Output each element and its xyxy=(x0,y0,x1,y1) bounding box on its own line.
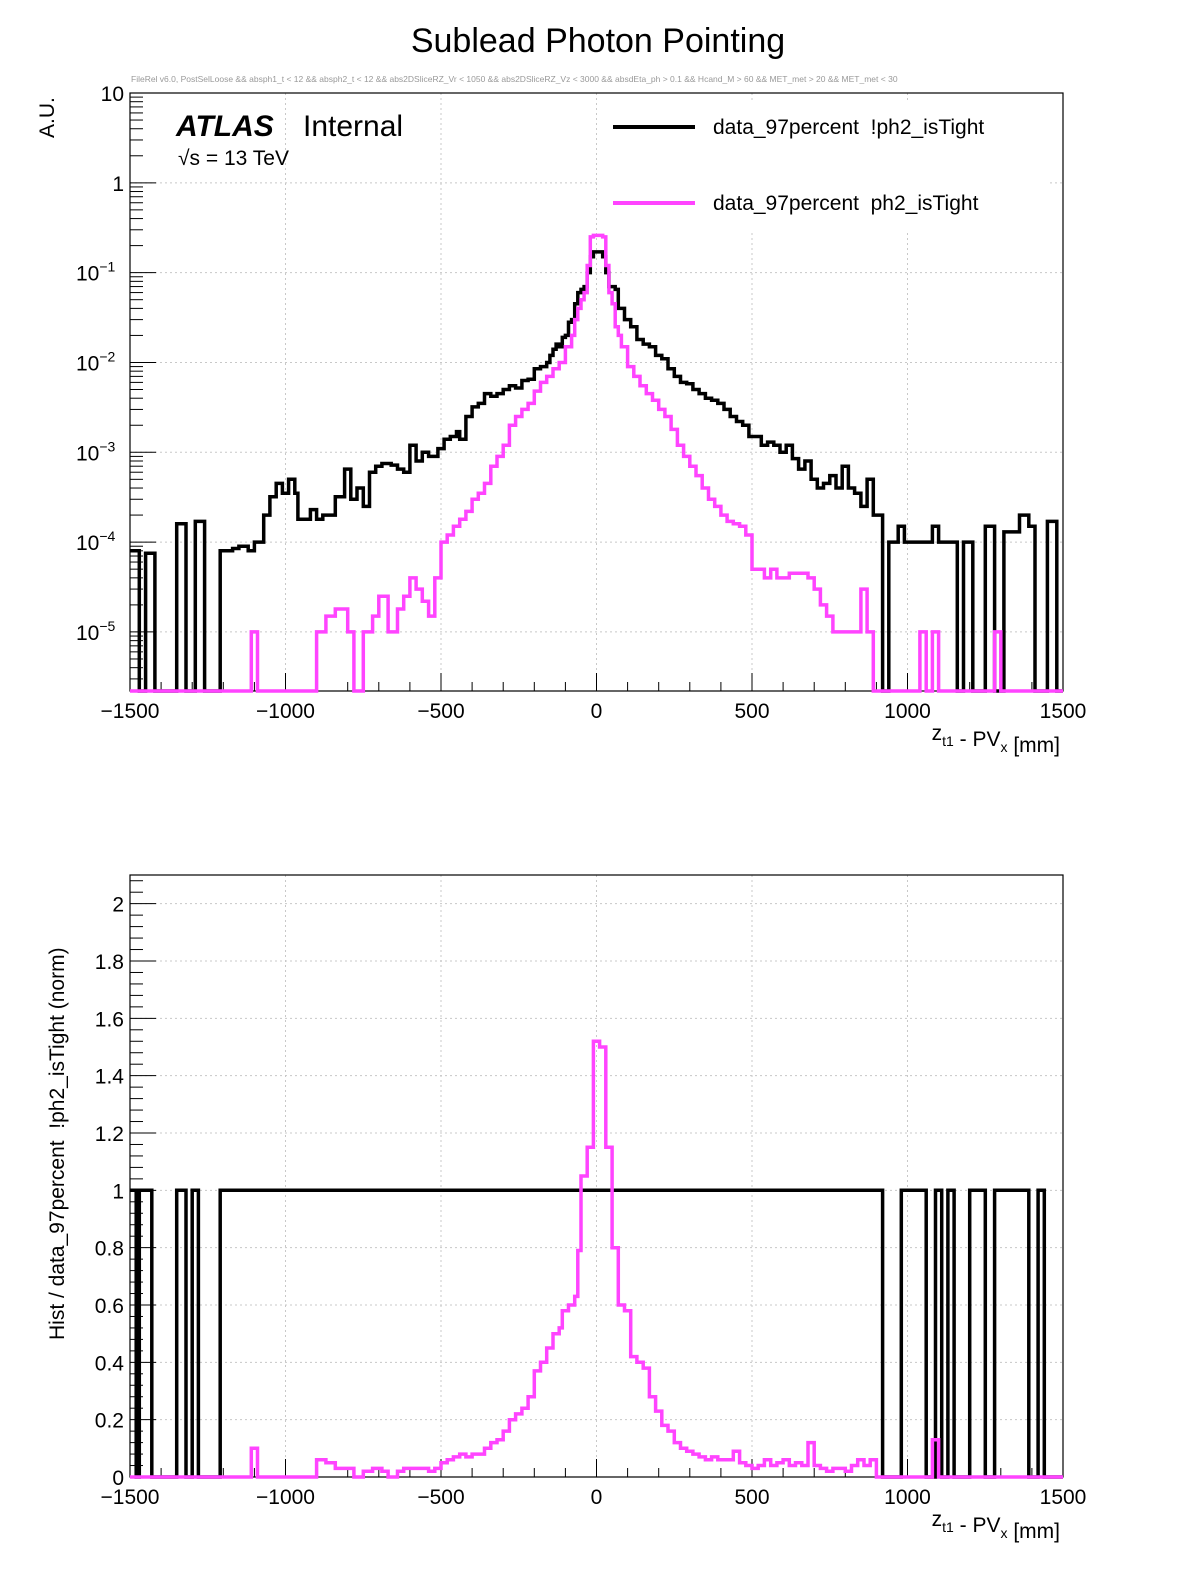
bottom-gridlines xyxy=(130,875,1063,1477)
bottom-y-tick-label: 1 xyxy=(112,1180,124,1203)
chart-title: Sublead Photon Pointing xyxy=(411,22,785,60)
legend: data_97percent !ph2_isTight data_97perce… xyxy=(600,103,1050,233)
top-panel: −1500 −1000 −500 0 500 1000 1500 10−5 10−4 10−3 10… xyxy=(36,83,1086,757)
bottom-x-axis-title: zt1 - PVx [mm] xyxy=(932,1508,1060,1543)
top-series-1-histogram xyxy=(130,250,1063,693)
top-gridlines xyxy=(130,93,1063,691)
top-y-axis-title: A.U. xyxy=(36,97,59,138)
top-x-tick-label: 500 xyxy=(734,700,769,723)
top-y-tick-label: 10−2 xyxy=(76,348,116,375)
top-y-tick-label: 10−4 xyxy=(76,528,116,555)
top-y-tick-label: 1 xyxy=(112,173,124,196)
top-y-tick-label: 10−1 xyxy=(76,259,116,286)
bottom-x-tick-label: 0 xyxy=(591,1486,603,1509)
bottom-series-1-histogram xyxy=(130,1188,1063,1479)
energy-label: √s = 13 TeV xyxy=(178,147,289,170)
top-x-tick-label: −1500 xyxy=(101,700,160,723)
bottom-x-tick-label: −1500 xyxy=(101,1486,160,1509)
top-x-tick-label: 0 xyxy=(591,700,603,723)
atlas-status-label: Internal xyxy=(303,110,403,143)
bottom-y-axis-title: Hist / data_97percent !ph2_isTight (norm… xyxy=(46,947,69,1340)
bottom-x-tick-label: −1000 xyxy=(256,1486,315,1509)
bottom-y-tick-label: 0.6 xyxy=(95,1295,124,1318)
legend-box xyxy=(600,103,1050,233)
bottom-y-tick-label: 2 xyxy=(112,894,124,917)
top-axis-ticks: −1500 −1000 −500 0 500 1000 1500 10−5 10−4 10−3 10… xyxy=(76,83,1086,723)
atlas-label: ATLAS xyxy=(175,110,274,143)
top-x-tick-label: −1000 xyxy=(256,700,315,723)
bottom-x-tick-label: −500 xyxy=(417,1486,464,1509)
bottom-y-tick-label: 0.4 xyxy=(95,1352,125,1375)
legend-label-series1: data_97percent !ph2_isTight xyxy=(713,116,984,139)
top-series-group xyxy=(130,233,1063,693)
bottom-y-tick-label: 0.8 xyxy=(95,1238,124,1261)
top-x-axis-title: zt1 - PVx [mm] xyxy=(932,722,1060,757)
bottom-y-tick-label: 1.4 xyxy=(95,1066,125,1089)
top-y-tick-label: 10−3 xyxy=(76,438,116,465)
top-series-2-histogram xyxy=(130,233,1063,693)
legend-label-series2: data_97percent ph2_isTight xyxy=(713,192,979,215)
bottom-y-tick-label: 1.6 xyxy=(95,1008,124,1031)
bottom-x-tick-label: 1500 xyxy=(1040,1486,1087,1509)
bottom-series-2-histogram xyxy=(130,1039,1063,1479)
selection-cuts-text: FileRel v6.0, PostSelLoose && absph1_t <… xyxy=(131,74,898,84)
bottom-y-tick-label: 1.2 xyxy=(95,1123,124,1146)
bottom-axis-ticks: −1500 −1000 −500 0 500 1000 1500 0 0.2 0.4 0.6 0.8 1… xyxy=(95,880,1087,1509)
top-x-tick-label: 1000 xyxy=(884,700,931,723)
bottom-x-tick-label: 500 xyxy=(734,1486,769,1509)
top-x-tick-label: −500 xyxy=(417,700,464,723)
top-y-tick-label: 10 xyxy=(101,83,124,106)
bottom-y-tick-label: 0 xyxy=(112,1467,124,1490)
bottom-series-group xyxy=(130,1039,1063,1479)
top-y-tick-label: 10−5 xyxy=(76,618,116,645)
bottom-y-tick-label: 0.2 xyxy=(95,1410,124,1433)
bottom-x-tick-label: 1000 xyxy=(884,1486,931,1509)
top-x-tick-label: 1500 xyxy=(1040,700,1087,723)
bottom-panel: −1500 −1000 −500 0 500 1000 1500 0 0.2 0.4 0.6 0.8 1… xyxy=(46,874,1087,1543)
bottom-y-tick-label: 1.8 xyxy=(95,951,124,974)
